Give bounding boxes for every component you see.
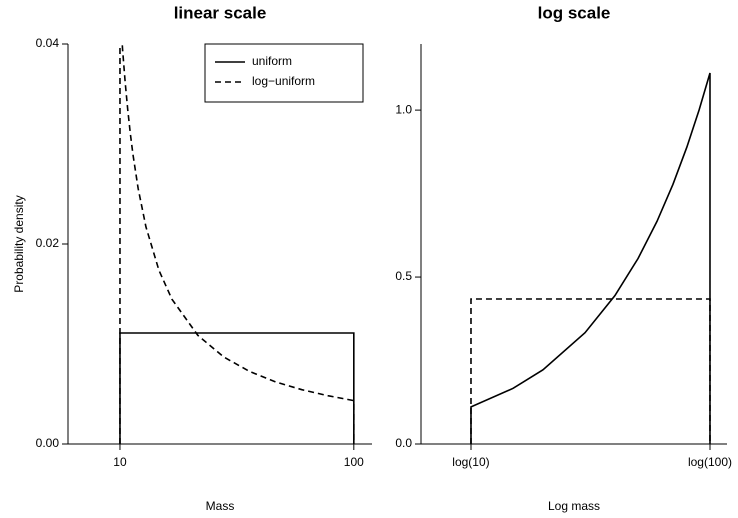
y-tick-label: 0.0 <box>395 436 412 450</box>
series-line <box>470 72 711 444</box>
legend-box <box>204 43 364 103</box>
plot-area <box>470 72 711 444</box>
chart-title: log scale <box>538 3 611 22</box>
legend-label: uniform <box>252 54 292 68</box>
y-tick-label: 0.04 <box>36 36 60 50</box>
x-tick-label: log(100) <box>688 455 732 469</box>
y-axis-label: Probability density <box>12 195 26 292</box>
series-line <box>119 332 355 444</box>
x-tick-label: 100 <box>344 455 364 469</box>
y-tick-label: 0.00 <box>36 436 60 450</box>
legend-label: log−uniform <box>252 74 315 88</box>
x-tick-label: log(10) <box>452 455 489 469</box>
plot-area <box>119 44 355 444</box>
y-tick-label: 0.02 <box>36 236 60 250</box>
series-line <box>470 298 711 444</box>
x-tick-label: 10 <box>113 455 127 469</box>
x-axis-label: Mass <box>206 499 235 513</box>
series-line <box>119 44 355 444</box>
x-axis-label: Log mass <box>548 499 600 513</box>
chart-title: linear scale <box>174 3 267 22</box>
y-tick-label: 1.0 <box>395 102 412 116</box>
y-tick-label: 0.5 <box>395 269 412 283</box>
